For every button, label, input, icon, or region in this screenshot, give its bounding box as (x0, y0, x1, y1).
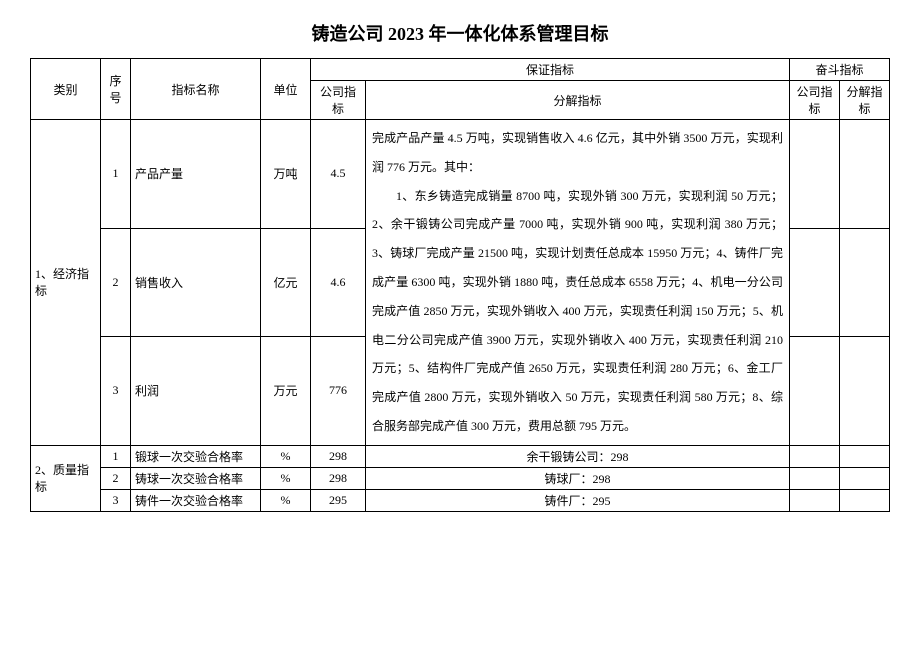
decomp-p1: 完成产品产量 4.5 万吨，实现销售收入 4.6 亿元，其中外销 3500 万元… (372, 124, 783, 182)
cell-company: 295 (311, 489, 366, 511)
cell-name: 销售收入 (131, 228, 261, 337)
cell-decomp: 铸球厂：298 (366, 467, 790, 489)
header-strive-decompose: 分解指标 (839, 81, 889, 120)
header-indicator-name: 指标名称 (131, 59, 261, 120)
header-decompose-indicator: 分解指标 (366, 81, 790, 120)
header-guarantee: 保证指标 (311, 59, 790, 81)
cell-seq: 3 (101, 337, 131, 446)
economic-decompose-cell: 完成产品产量 4.5 万吨，实现销售收入 4.6 亿元，其中外销 3500 万元… (366, 120, 790, 446)
header-unit: 单位 (261, 59, 311, 120)
cell-strive-decompose (839, 467, 889, 489)
cell-strive-decompose (839, 120, 889, 229)
cell-strive-decompose (839, 228, 889, 337)
cell-seq: 1 (101, 445, 131, 467)
cell-decomp: 铸件厂：295 (366, 489, 790, 511)
cell-decomp: 余干锻铸公司：298 (366, 445, 790, 467)
header-company-indicator: 公司指标 (311, 81, 366, 120)
cell-unit: % (261, 467, 311, 489)
cell-name: 铸球一次交验合格率 (131, 467, 261, 489)
cell-seq: 1 (101, 120, 131, 229)
table-row: 2、质量指标 1 锻球一次交验合格率 % 298 余干锻铸公司：298 (31, 445, 890, 467)
header-seq: 序号 (101, 59, 131, 120)
cell-strive-decompose (839, 445, 889, 467)
cell-seq: 2 (101, 467, 131, 489)
header-strive-company: 公司指标 (789, 81, 839, 120)
cell-unit: 万元 (261, 337, 311, 446)
cell-strive-company (789, 445, 839, 467)
header-category: 类别 (31, 59, 101, 120)
category-quality: 2、质量指标 (31, 445, 101, 511)
cell-company: 298 (311, 445, 366, 467)
table-row: 1、经济指标 1 产品产量 万吨 4.5 完成产品产量 4.5 万吨，实现销售收… (31, 120, 890, 229)
cell-seq: 3 (101, 489, 131, 511)
cell-unit: 万吨 (261, 120, 311, 229)
cell-strive-company (789, 467, 839, 489)
cell-company: 298 (311, 467, 366, 489)
cell-name: 产品产量 (131, 120, 261, 229)
cell-company: 4.6 (311, 228, 366, 337)
cell-seq: 2 (101, 228, 131, 337)
cell-company: 4.5 (311, 120, 366, 229)
cell-strive-company (789, 120, 839, 229)
cell-strive-decompose (839, 489, 889, 511)
cell-unit: % (261, 489, 311, 511)
cell-company: 776 (311, 337, 366, 446)
header-strive: 奋斗指标 (789, 59, 889, 81)
cell-strive-decompose (839, 337, 889, 446)
cell-strive-company (789, 489, 839, 511)
decomp-p2: 1、东乡铸造完成销量 8700 吨，实现外销 300 万元，实现利润 50 万元… (372, 182, 783, 441)
table-row: 3 铸件一次交验合格率 % 295 铸件厂：295 (31, 489, 890, 511)
cell-name: 铸件一次交验合格率 (131, 489, 261, 511)
cell-name: 利润 (131, 337, 261, 446)
cell-strive-company (789, 228, 839, 337)
cell-strive-company (789, 337, 839, 446)
page-title: 铸造公司 2023 年一体化体系管理目标 (30, 20, 890, 46)
management-target-table: 类别 序号 指标名称 单位 保证指标 奋斗指标 公司指标 分解指标 公司指标 分… (30, 58, 890, 512)
cell-unit: 亿元 (261, 228, 311, 337)
table-row: 2 铸球一次交验合格率 % 298 铸球厂：298 (31, 467, 890, 489)
cell-unit: % (261, 445, 311, 467)
category-economic: 1、经济指标 (31, 120, 101, 446)
cell-name: 锻球一次交验合格率 (131, 445, 261, 467)
